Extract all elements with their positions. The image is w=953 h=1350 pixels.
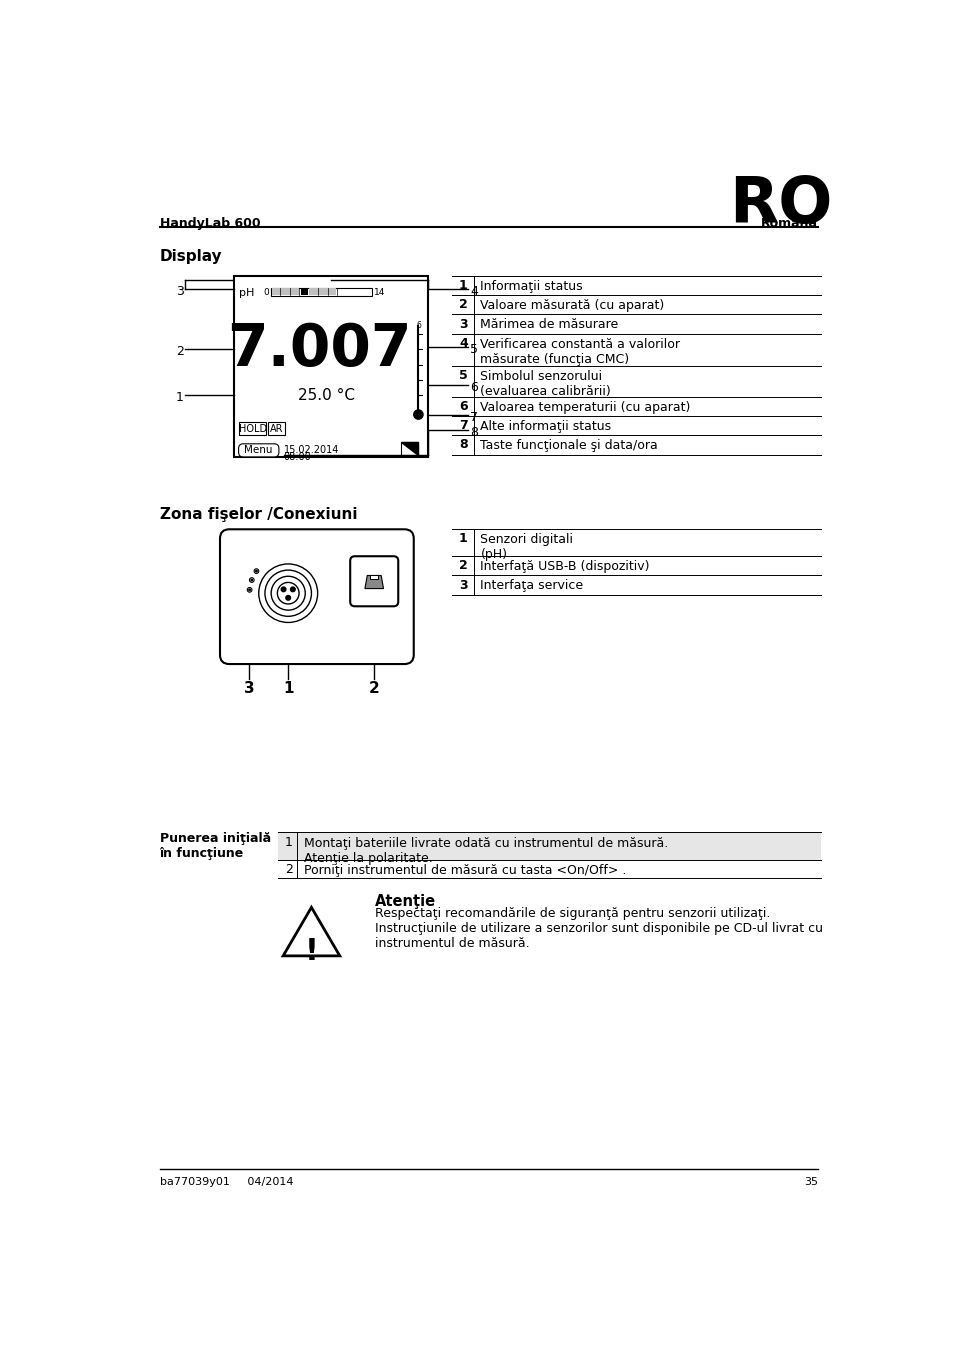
Text: Taste funcţionale şi data/ora: Taste funcţionale şi data/ora	[480, 439, 658, 452]
Text: 1: 1	[458, 279, 467, 292]
Text: 5: 5	[470, 343, 477, 356]
Bar	[278, 832, 820, 860]
Bar	[268, 423, 285, 435]
Text: 3: 3	[244, 680, 254, 697]
Text: Senzori digitali
(pH): Senzori digitali (pH)	[480, 533, 573, 562]
Text: 2: 2	[458, 559, 467, 572]
Text: 4: 4	[458, 336, 467, 350]
Text: Menu: Menu	[244, 446, 273, 455]
Text: ba77039y01     04/2014: ba77039y01 04/2014	[159, 1177, 293, 1187]
Text: Română: Română	[760, 217, 818, 231]
Circle shape	[249, 589, 250, 590]
Text: 1: 1	[175, 392, 184, 405]
Text: 7: 7	[470, 412, 477, 424]
Text: 2: 2	[285, 864, 293, 876]
Circle shape	[286, 595, 291, 601]
Text: Informaţii status: Informaţii status	[480, 279, 582, 293]
Text: Display: Display	[159, 248, 222, 265]
Text: 25.0 °C: 25.0 °C	[298, 387, 355, 402]
Polygon shape	[365, 575, 383, 589]
Text: 35: 35	[803, 1177, 818, 1187]
Text: AR: AR	[270, 424, 283, 433]
Text: 08:00: 08:00	[283, 452, 311, 462]
Text: 5: 5	[458, 369, 467, 382]
Text: Interfaţă USB-B (dispozitiv): Interfaţă USB-B (dispozitiv)	[480, 560, 649, 574]
Text: pH: pH	[238, 288, 253, 297]
Text: Zona fişelor /Conexiuni: Zona fişelor /Conexiuni	[159, 508, 356, 522]
Bar	[300, 289, 307, 296]
Text: 6: 6	[416, 320, 420, 329]
Bar	[238, 423, 266, 435]
Text: 8: 8	[470, 427, 477, 439]
Text: Atenţie: Atenţie	[375, 894, 436, 909]
Text: 14: 14	[374, 288, 385, 297]
Text: 2: 2	[369, 680, 379, 697]
Bar	[370, 575, 377, 579]
Text: 3: 3	[458, 317, 467, 331]
Text: Punerea iniţială
în funcţiune: Punerea iniţială în funcţiune	[159, 832, 271, 860]
Text: Respectaţi recomandările de siguranţă pentru senzorii utilizaţi.
Instrucţiunile : Respectaţi recomandările de siguranţă pe…	[375, 907, 822, 950]
Circle shape	[255, 570, 257, 572]
Text: RO: RO	[728, 174, 831, 235]
Text: Valoare măsurată (cu aparat): Valoare măsurată (cu aparat)	[480, 300, 664, 312]
Circle shape	[281, 587, 286, 591]
Text: Interfaţa service: Interfaţa service	[480, 579, 583, 593]
Text: 1: 1	[283, 680, 294, 697]
Text: HOLD: HOLD	[239, 424, 267, 433]
Text: Montaţi bateriile livrate odată cu instrumentul de măsură.
Atenţie la polaritate: Montaţi bateriile livrate odată cu instr…	[303, 837, 667, 864]
Text: 2: 2	[458, 298, 467, 312]
FancyBboxPatch shape	[350, 556, 397, 606]
Text: 7: 7	[458, 420, 467, 432]
Text: 4: 4	[470, 285, 477, 298]
Text: 2: 2	[175, 346, 184, 358]
Circle shape	[414, 410, 422, 420]
FancyBboxPatch shape	[238, 444, 278, 456]
FancyBboxPatch shape	[220, 529, 414, 664]
Text: 7.007: 7.007	[227, 320, 411, 378]
Text: 6: 6	[470, 382, 477, 394]
Text: 6: 6	[458, 400, 467, 413]
Bar	[271, 288, 372, 296]
Text: 0: 0	[263, 288, 269, 297]
Text: Porniţi instrumentul de măsură cu tasta <On/Off> .: Porniţi instrumentul de măsură cu tasta …	[303, 864, 625, 878]
Text: Alte informaţii status: Alte informaţii status	[480, 420, 611, 433]
Bar	[309, 289, 335, 296]
Text: !: !	[304, 937, 318, 965]
Text: 3: 3	[175, 285, 184, 298]
Text: 1: 1	[458, 532, 467, 545]
Circle shape	[251, 579, 253, 580]
Text: 1: 1	[285, 836, 293, 849]
Polygon shape	[401, 441, 418, 455]
Circle shape	[291, 587, 294, 591]
Text: Mărimea de măsurare: Mărimea de măsurare	[480, 319, 618, 331]
Text: Valoarea temperaturii (cu aparat): Valoarea temperaturii (cu aparat)	[480, 401, 690, 413]
Text: 15.02.2014: 15.02.2014	[283, 446, 338, 455]
Bar	[401, 441, 418, 455]
Bar	[278, 860, 820, 878]
Text: Verificarea constantă a valorilor
măsurate (funcţia CMC): Verificarea constantă a valorilor măsura…	[480, 338, 679, 366]
Text: Simbolul senzorului
(evaluarea calibrării): Simbolul senzorului (evaluarea calibrări…	[480, 370, 611, 398]
Bar	[233, 275, 427, 456]
Text: 3: 3	[458, 579, 467, 591]
Text: 8: 8	[458, 439, 467, 451]
Text: HandyLab 600: HandyLab 600	[159, 217, 260, 231]
Bar	[272, 289, 298, 296]
Polygon shape	[283, 907, 339, 956]
